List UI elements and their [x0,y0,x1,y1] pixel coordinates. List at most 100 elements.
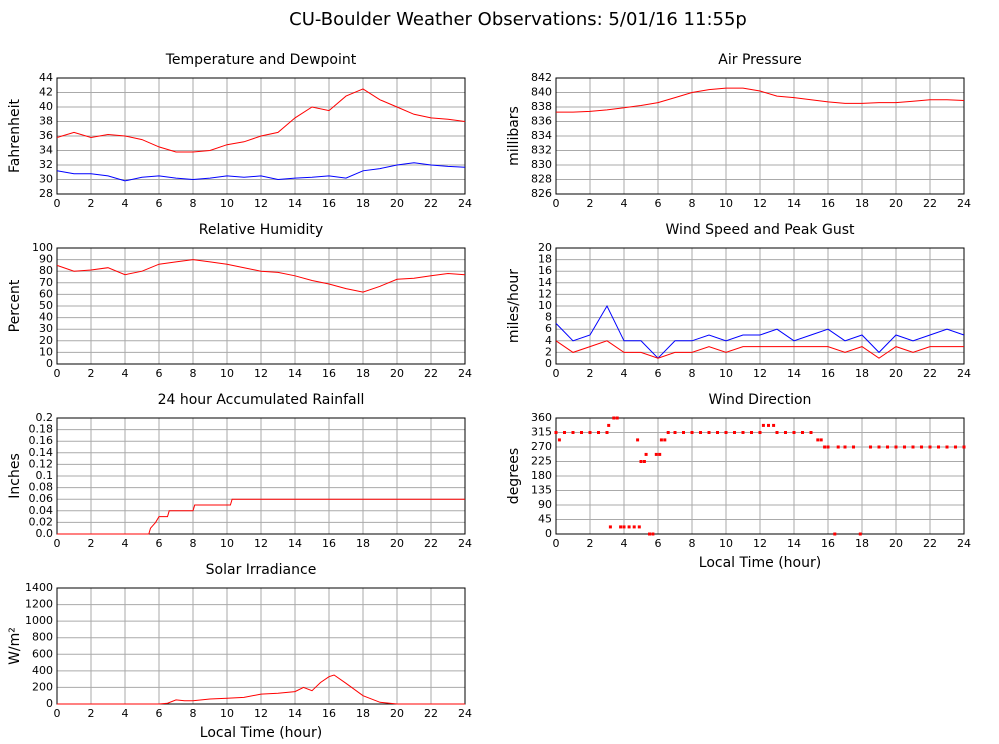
x-tick-label: 10 [719,197,733,210]
y-tick-label: 28 [39,187,53,200]
data-point [809,431,813,434]
y-tick-label: 0.12 [29,457,54,470]
y-tick-label: 80 [39,264,53,277]
x-tick-label: 22 [424,367,438,380]
y-tick-label: 200 [32,680,53,693]
data-point [682,431,685,434]
plot-frame [56,247,466,365]
data-point [819,438,823,442]
y-axis-label: miles/hour [506,269,522,343]
chart-title: Relative Humidity [199,222,323,238]
x-tick-label: 8 [689,197,696,210]
x-tick-label: 20 [889,367,903,380]
data-point [637,525,641,529]
x-tick-label: 2 [88,367,95,380]
data-point [767,423,770,427]
y-tick-label: 0.0 [36,527,54,540]
y-tick-label: 34 [39,144,53,157]
x-tick-label: 12 [753,367,767,380]
data-point [554,431,558,434]
chart-title: Wind Direction [709,392,812,408]
data-point [659,438,663,442]
x-tick-label: 0 [54,197,61,210]
y-tick-label: 90 [39,253,53,266]
x-tick-label: 24 [957,367,971,380]
data-point [772,423,776,427]
y-tick-label: 36 [39,129,53,142]
data-point [836,445,840,449]
figure-title: CU-Boulder Weather Observations: 5/01/16… [289,9,747,30]
data-point [724,431,728,434]
x-tick-label: 14 [787,367,801,380]
y-tick-label: 135 [531,484,552,497]
data-point [707,431,711,434]
y-tick-label: 10 [39,345,53,358]
data-point [654,452,658,456]
data-point [642,460,646,463]
plot-frame [56,77,466,195]
y-tick-label: 1000 [25,614,53,627]
x-tick-label: 20 [390,367,404,380]
data-point [639,460,643,463]
x-tick-label: 8 [689,537,696,550]
y-tick-label: 18 [538,253,552,266]
x-tick-label: 24 [458,367,472,380]
data-point [920,445,923,449]
data-point [843,445,847,449]
y-tick-label: 14 [538,276,552,289]
y-tick-label: 40 [39,311,53,324]
y-tick-label: 30 [39,322,53,335]
x-tick-label: 6 [655,537,662,550]
x-tick-label: 16 [322,197,336,210]
data-point [886,445,889,449]
x-tick-label: 0 [553,197,560,210]
y-tick-label: 50 [39,299,53,312]
x-tick-label: 4 [122,537,129,550]
x-tick-label: 18 [356,367,370,380]
x-tick-label: 12 [254,197,268,210]
y-tick-label: 836 [531,115,552,128]
y-tick-label: 90 [538,498,552,511]
x-tick-label: 6 [156,537,163,550]
data-point [733,431,736,434]
data-point [903,445,906,449]
y-tick-label: 180 [531,469,552,482]
y-axis-label: W/m² [7,627,23,665]
y-tick-label: 100 [32,241,53,254]
x-tick-label: 0 [54,367,61,380]
y-tick-label: 0.04 [29,504,54,517]
data-line [555,340,964,359]
x-tick-label: 0 [553,367,560,380]
y-tick-label: 70 [39,276,53,289]
y-tick-label: 270 [531,440,552,453]
x-tick-label: 24 [458,707,472,720]
y-tick-label: 0.16 [29,434,54,447]
x-tick-label: 22 [424,197,438,210]
plot-frame [56,417,466,535]
x-axis-label: Local Time (hour) [699,555,821,571]
y-tick-label: 830 [531,158,552,171]
x-tick-label: 12 [254,537,268,550]
x-tick-label: 22 [424,707,438,720]
data-point [869,445,872,449]
y-tick-label: 10 [538,299,552,312]
data-point [858,532,862,536]
data-point [758,431,762,434]
y-tick-label: 0.2 [36,411,54,424]
x-tick-label: 16 [821,537,835,550]
y-tick-label: 360 [531,411,552,424]
y-tick-label: 44 [39,71,53,84]
x-tick-label: 8 [190,707,197,720]
y-tick-label: 32 [39,158,53,171]
data-point [588,431,592,434]
data-point [619,525,623,529]
x-tick-label: 12 [254,367,268,380]
y-tick-label: 0 [46,697,53,710]
x-tick-label: 10 [220,707,234,720]
y-tick-label: 40 [39,100,53,113]
x-tick-label: 6 [156,707,163,720]
plot-frame [555,247,965,365]
y-tick-label: 800 [32,631,53,644]
y-tick-label: 225 [531,455,552,468]
